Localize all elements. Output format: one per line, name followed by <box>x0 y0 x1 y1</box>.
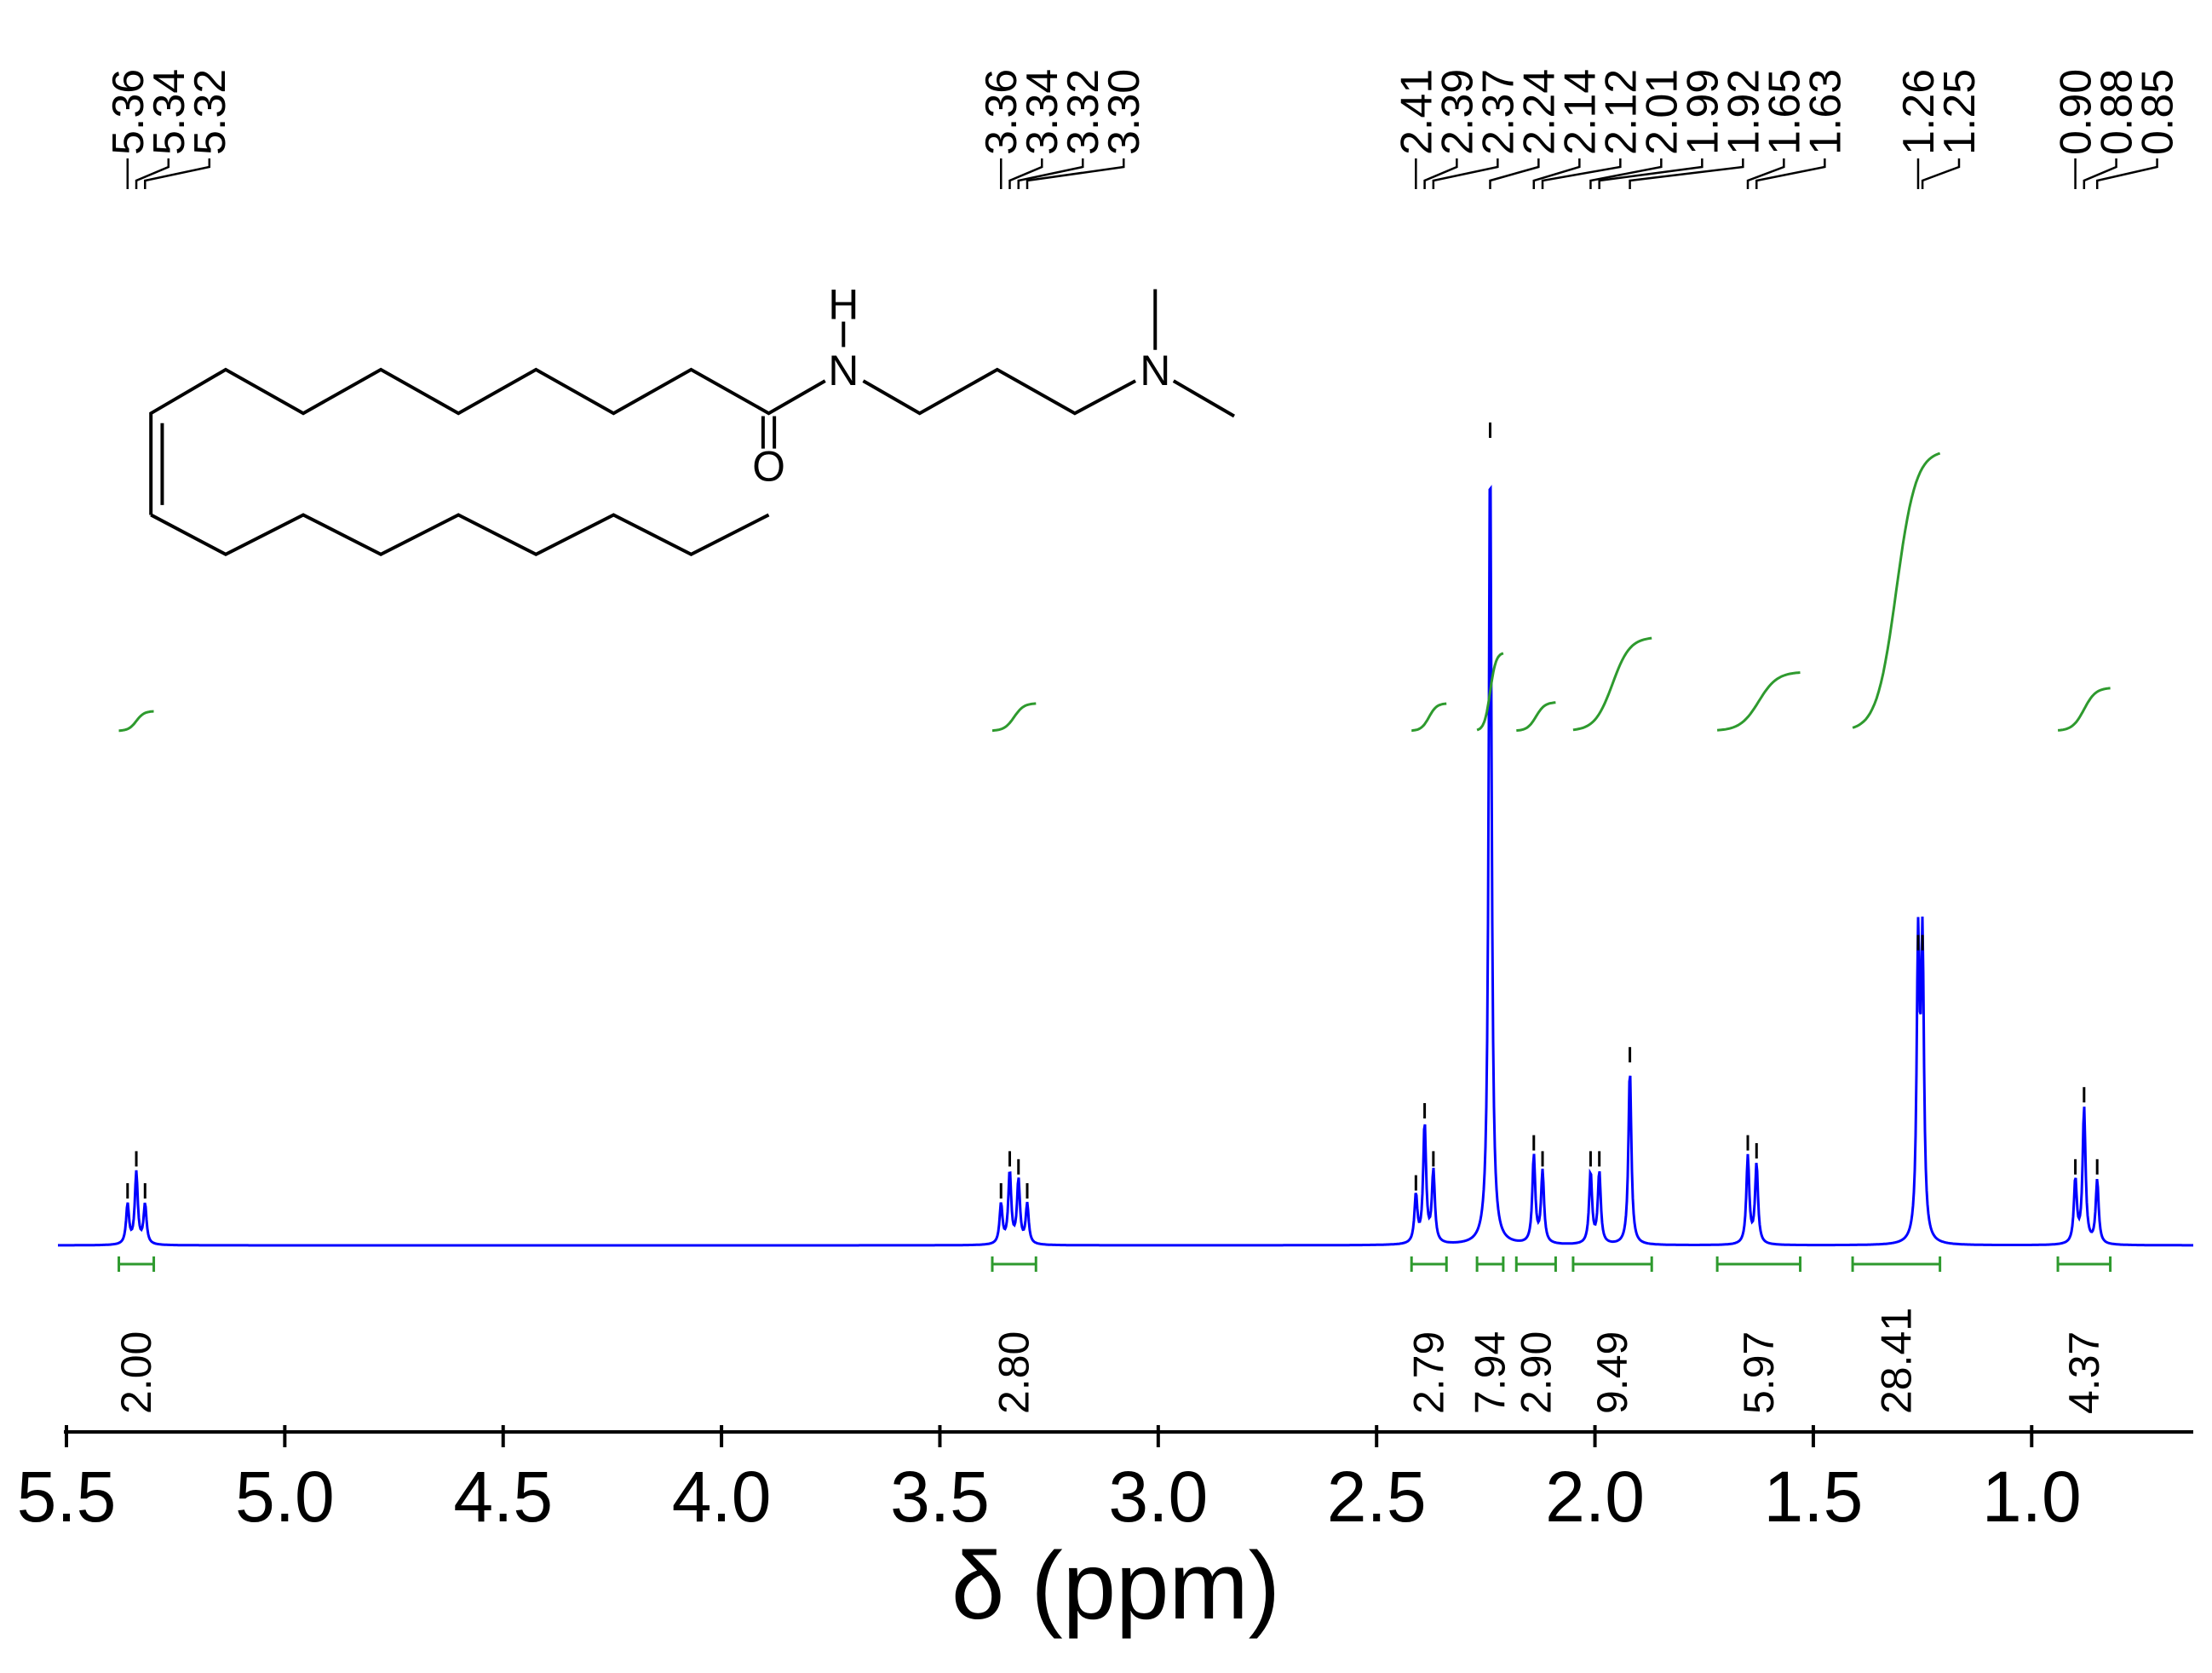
x-tick-label: 4.5 <box>453 1457 553 1537</box>
peak-label: 2.01 <box>1637 69 1686 155</box>
peak-connector <box>1026 158 1125 189</box>
integral-curve <box>1852 451 1941 729</box>
molecule-structure: H N O N <box>149 280 1235 557</box>
integral-label: 7.94 <box>1467 1331 1514 1414</box>
peak-connector <box>1532 158 1581 189</box>
integral-curve <box>2058 687 2111 732</box>
bond-chain-amine <box>862 367 1137 416</box>
x-tick-label: 1.0 <box>1982 1457 2082 1537</box>
peak-label: 5.32 <box>186 69 235 155</box>
peak-connector <box>2083 158 2117 189</box>
integral-curve <box>1411 702 1447 733</box>
atom-label: H <box>828 280 859 328</box>
peak-label: 1.63 <box>1801 69 1850 155</box>
peak-label: 2.12 <box>1596 69 1646 155</box>
x-tick-label: 2.0 <box>1545 1457 1645 1537</box>
peak-connector <box>1017 158 1084 189</box>
integral-label: 2.80 <box>991 1331 1038 1414</box>
peak-label: 1.25 <box>1935 69 1985 155</box>
integral-label: 9.49 <box>1589 1331 1636 1414</box>
integral-label: 2.79 <box>1405 1331 1453 1414</box>
integral-curve <box>1476 652 1504 732</box>
x-tick-label: 5.5 <box>17 1457 117 1537</box>
integral-curve <box>1572 636 1652 732</box>
peak-label: 1.65 <box>1760 69 1809 155</box>
peak-label: 2.24 <box>1514 69 1564 155</box>
x-tick-label: 3.5 <box>890 1457 990 1537</box>
integral-curve <box>118 710 154 733</box>
atom-label: N <box>1140 347 1170 394</box>
peak-label: 0.88 <box>2093 69 2142 155</box>
integral-label: 2.00 <box>112 1331 160 1414</box>
x-tick-label: 5.0 <box>235 1457 335 1537</box>
atom-label: O <box>752 443 785 491</box>
peak-connector <box>2095 158 2158 189</box>
integral-curve <box>1516 701 1556 733</box>
integral-curve <box>1716 671 1801 732</box>
peak-label: 0.90 <box>2052 69 2101 155</box>
x-tick-label: 4.0 <box>672 1457 772 1537</box>
bond-chain-top <box>149 367 826 515</box>
peak-connector <box>144 158 211 189</box>
x-tick-label: 3.0 <box>1108 1457 1208 1537</box>
peak-label: 2.39 <box>1433 69 1482 155</box>
peak-connector <box>1489 158 1540 189</box>
x-tick-label: 2.5 <box>1327 1457 1427 1537</box>
integral-label: 4.37 <box>2060 1331 2108 1414</box>
integral-curve <box>992 702 1037 733</box>
peak-connector <box>1432 158 1499 189</box>
peak-connector <box>1598 158 1704 189</box>
peak-connector <box>135 158 170 189</box>
peak-label: 0.85 <box>2134 69 2183 155</box>
methyl-bond <box>1172 379 1235 418</box>
integral-label: 28.41 <box>1872 1308 1920 1414</box>
peak-connector <box>1921 158 1961 189</box>
peak-label: 1.92 <box>1719 69 1768 155</box>
peak-connector <box>1746 158 1785 189</box>
peak-label: 3.34 <box>1018 69 1067 155</box>
spectrum-trace <box>58 485 2193 1247</box>
peak-label: 3.36 <box>977 69 1026 155</box>
integral-label: 2.90 <box>1512 1331 1560 1414</box>
peak-label: 3.30 <box>1100 69 1149 155</box>
atom-label: N <box>828 347 859 394</box>
peak-connector <box>1589 158 1663 189</box>
peak-label: 5.34 <box>145 69 194 155</box>
peak-connector <box>1541 158 1622 189</box>
peak-label: 2.41 <box>1392 69 1441 155</box>
peak-connector <box>1423 158 1458 189</box>
peak-label: 1.99 <box>1678 69 1727 155</box>
peak-label: 2.37 <box>1474 69 1523 155</box>
peak-connector <box>1755 158 1826 189</box>
peak-label: 2.14 <box>1555 69 1605 155</box>
peak-label: 3.32 <box>1059 69 1108 155</box>
x-axis-title: δ (ppm) <box>951 1532 1280 1639</box>
x-tick-label: 1.5 <box>1764 1457 1864 1537</box>
peak-label: 1.26 <box>1894 69 1944 155</box>
bond-chain-bottom <box>150 513 770 557</box>
peak-connector <box>1008 158 1043 189</box>
integral-label: 5.97 <box>1735 1331 1783 1414</box>
peak-label: 5.36 <box>104 69 153 155</box>
peak-connector <box>1629 158 1744 189</box>
